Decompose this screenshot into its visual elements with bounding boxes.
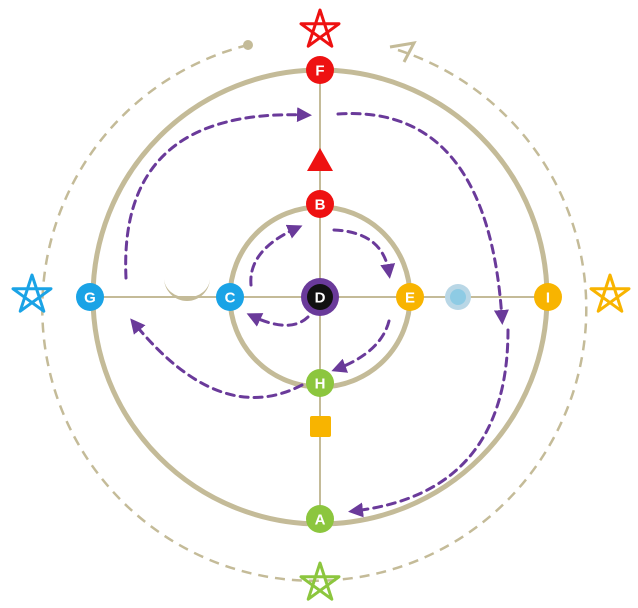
- node-a-label: A: [315, 512, 326, 529]
- node-e: E: [396, 283, 424, 311]
- crescent-icon: [164, 278, 210, 301]
- node-g: G: [76, 283, 104, 311]
- node-d-label: D: [315, 290, 326, 307]
- node-f-label: F: [315, 63, 324, 80]
- square-icon: [310, 416, 331, 437]
- orbit-start-dot: [243, 40, 253, 50]
- flow-arrows: [124, 107, 510, 518]
- pentagram-icon-bottom: [299, 561, 341, 601]
- node-h: H: [306, 369, 334, 397]
- node-d: D: [301, 278, 339, 316]
- flow-arrow-h-to-g: [130, 318, 304, 399]
- node-g-label: G: [84, 290, 96, 307]
- outer-dashed-orbit: [41, 40, 588, 583]
- node-b: B: [306, 190, 334, 218]
- flow-arrow-g-to-f: [124, 107, 312, 280]
- flow-arrow-e-to-h: [331, 319, 391, 373]
- pentagram-icon-right: [589, 273, 631, 313]
- node-c: C: [216, 283, 244, 311]
- flow-arrow-b-to-e: [332, 228, 396, 279]
- node-c-label: C: [225, 290, 236, 307]
- triangle-icon: [307, 148, 333, 171]
- node-i: I: [534, 283, 562, 311]
- orbit-arrowhead-icon: [389, 41, 417, 63]
- flow-arrow-i-to-a: [348, 328, 510, 518]
- node-f: F: [306, 56, 334, 84]
- node-h-label: H: [315, 376, 326, 393]
- pentagram-icon-top: [299, 8, 341, 48]
- node-e-label: E: [405, 290, 415, 307]
- node-b-label: B: [315, 197, 326, 214]
- light-blue-dot-core: [450, 289, 466, 305]
- node-i-label: I: [546, 290, 550, 307]
- pentagram-icon-left: [11, 273, 53, 313]
- node-a: A: [306, 505, 334, 533]
- flow-arrow-d-to-c: [246, 313, 310, 327]
- flow-arrow-f-to-i: [336, 112, 509, 325]
- flow-arrow-c-to-b: [249, 224, 303, 287]
